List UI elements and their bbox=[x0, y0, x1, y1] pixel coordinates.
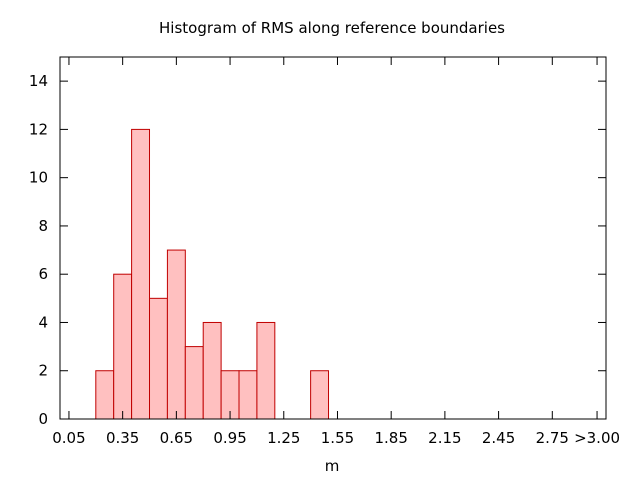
x-axis: 0.05 0.35 0.65 0.95 1.25 1.55 1.85 2.15 2.45 2.75… bbox=[52, 57, 620, 447]
histogram-bar bbox=[256, 321, 276, 420]
chart-title: Histogram of RMS along reference boundar… bbox=[159, 19, 505, 37]
y-tick-label: 0 bbox=[38, 410, 48, 428]
y-tick-label: 12 bbox=[29, 120, 48, 138]
x-tick-label: 0.65 bbox=[160, 429, 193, 447]
y-axis: 0 2 4 6 8 10 12 14 bbox=[29, 72, 606, 428]
x-tick-label: 2.15 bbox=[428, 429, 461, 447]
y-tick-label: 14 bbox=[29, 72, 48, 90]
histogram-bar bbox=[113, 273, 133, 420]
plot-frame bbox=[59, 56, 607, 420]
histogram-bar bbox=[184, 346, 204, 420]
histogram-bar bbox=[238, 370, 258, 420]
histogram-bar bbox=[149, 297, 168, 420]
y-tick-label: 10 bbox=[29, 169, 48, 187]
bars-group bbox=[95, 128, 330, 420]
histogram-bar bbox=[166, 249, 186, 420]
histogram-bar bbox=[131, 128, 151, 420]
y-tick-label: 6 bbox=[38, 265, 48, 283]
y-tick-label: 4 bbox=[38, 313, 48, 331]
y-tick-label: 8 bbox=[38, 217, 48, 235]
x-tick-label: 1.85 bbox=[374, 429, 407, 447]
x-tick-label: 0.35 bbox=[106, 429, 139, 447]
histogram-bar bbox=[310, 370, 330, 420]
x-tick-label: 1.55 bbox=[321, 429, 354, 447]
x-tick-label: 0.95 bbox=[213, 429, 246, 447]
x-tick-label: 0.05 bbox=[52, 429, 85, 447]
x-tick-label: 2.75 bbox=[536, 429, 569, 447]
x-tick-label: 2.45 bbox=[482, 429, 515, 447]
x-axis-label: m bbox=[325, 457, 340, 475]
x-tick-label: 1.25 bbox=[267, 429, 300, 447]
histogram-bar bbox=[95, 370, 115, 420]
y-tick-label: 2 bbox=[38, 362, 48, 380]
histogram-bar bbox=[202, 321, 222, 420]
x-tick-label: >3.00 bbox=[574, 429, 620, 447]
